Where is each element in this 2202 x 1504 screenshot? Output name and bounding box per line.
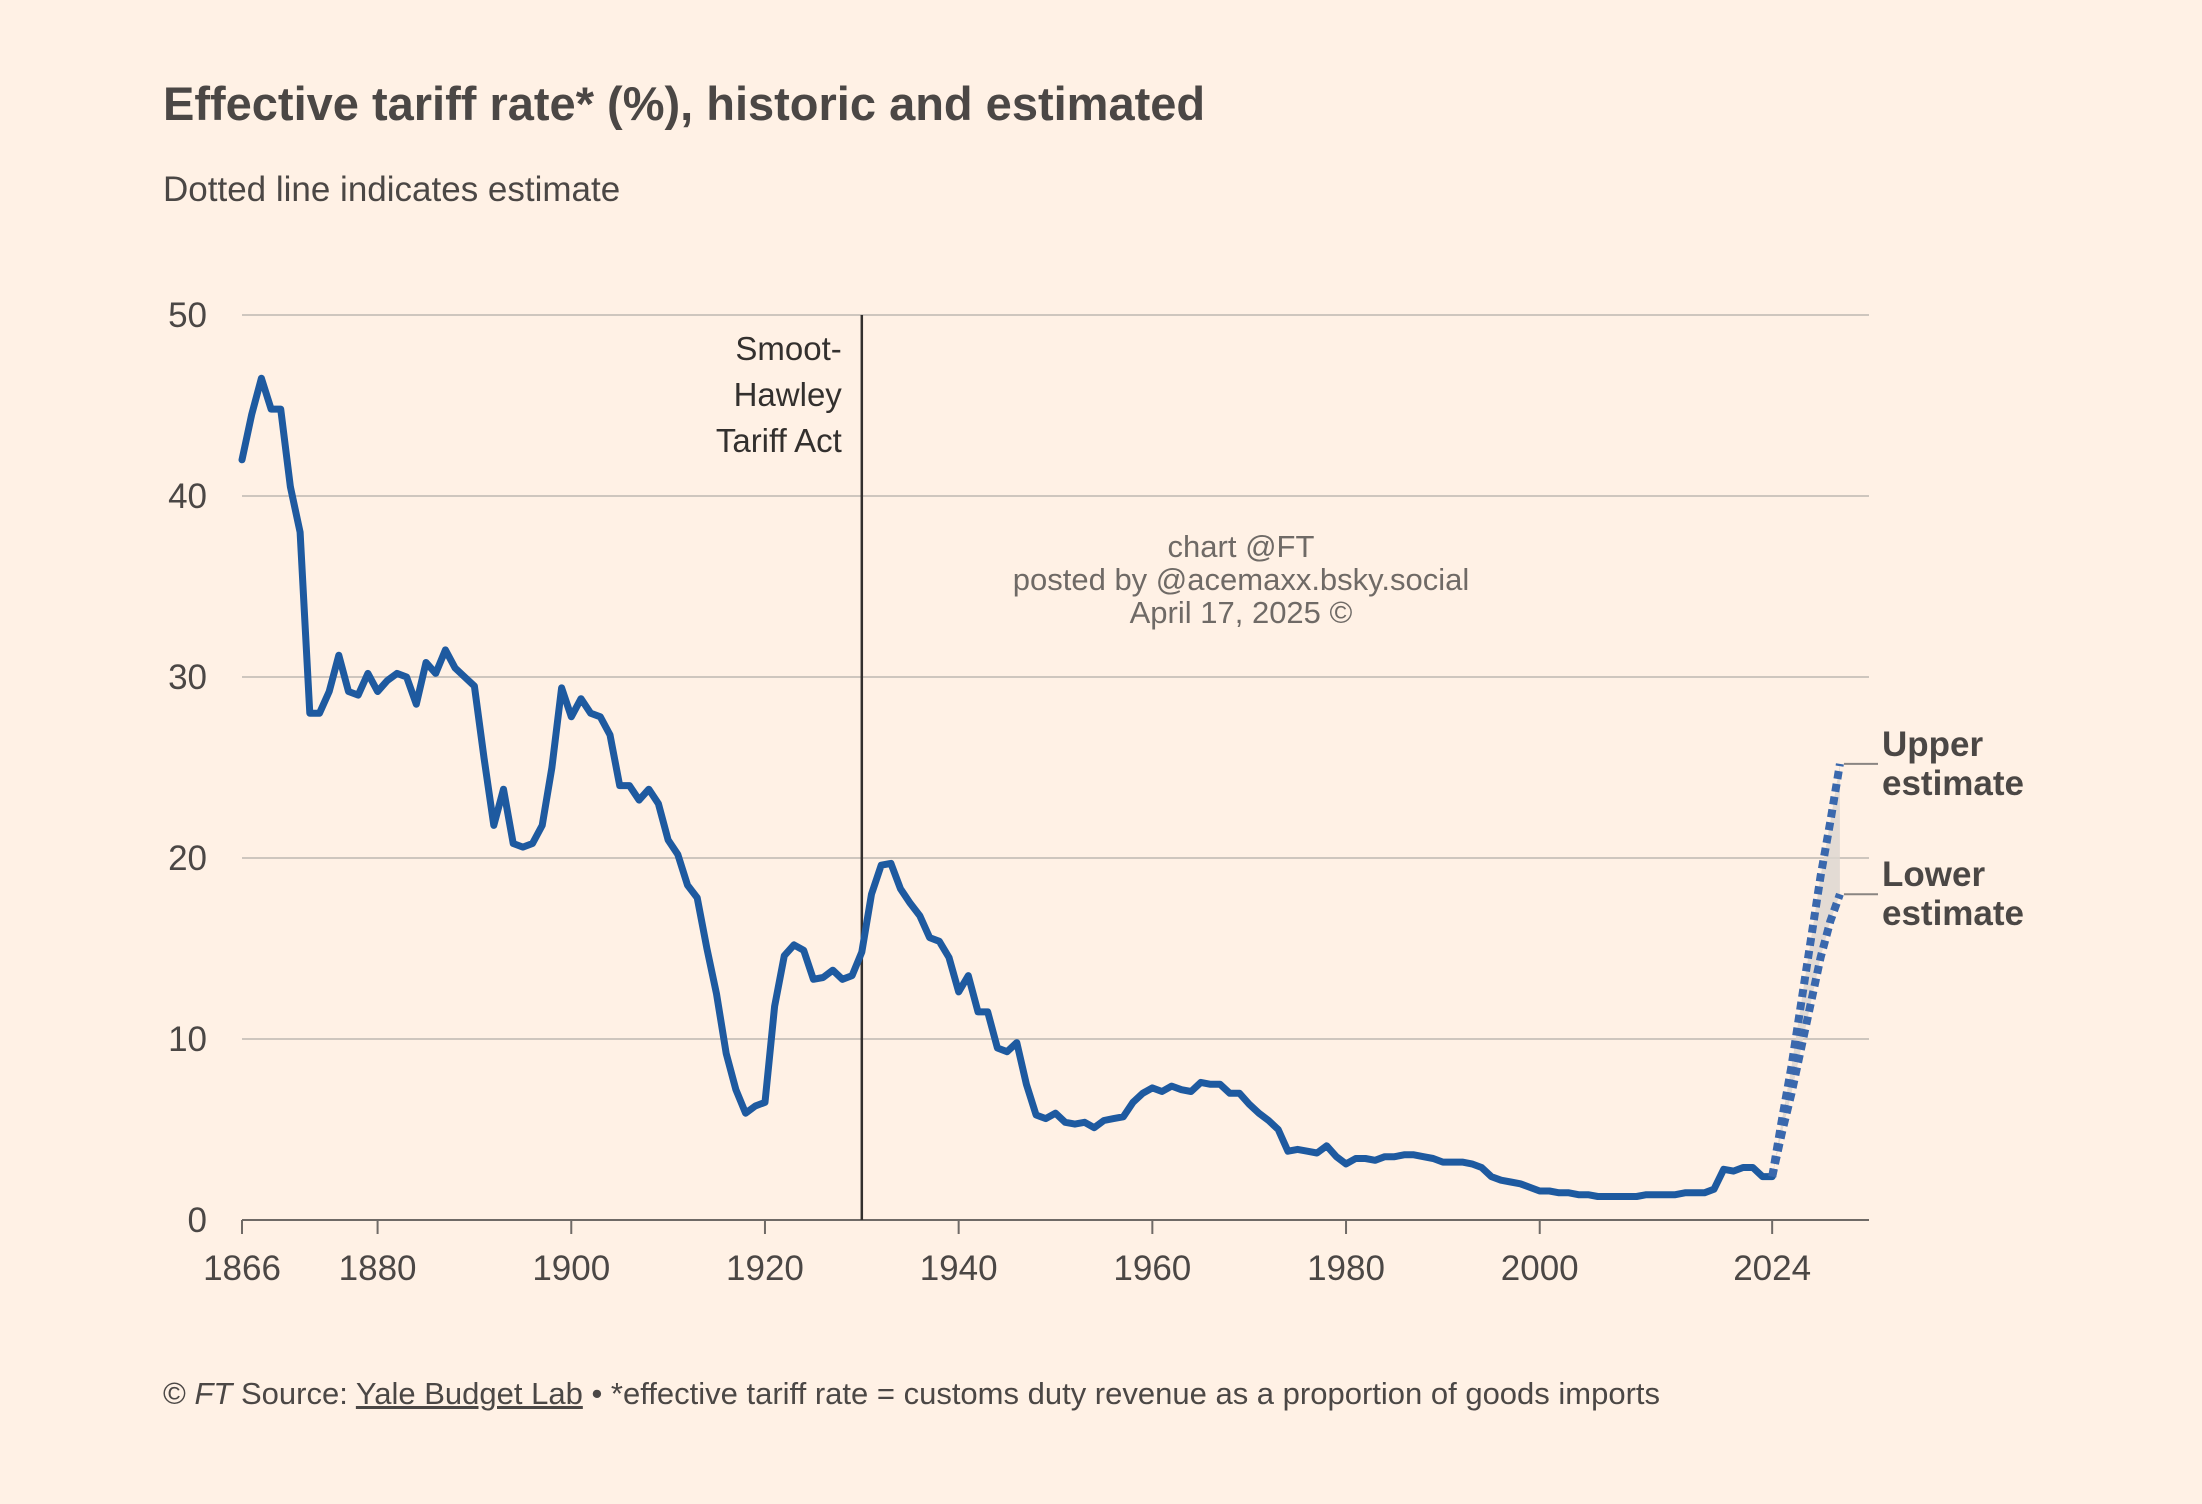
watermark: chart @FT posted by @acemaxx.bsky.social… xyxy=(1013,530,1469,629)
watermark-line: posted by @acemaxx.bsky.social xyxy=(1012,562,1470,597)
event-label: Smoot- xyxy=(735,330,841,367)
y-tick-label: 50 xyxy=(168,296,207,335)
chart-title: Effective tariff rate* (%), historic and… xyxy=(163,77,1206,130)
x-tick-label: 2000 xyxy=(1501,1249,1579,1288)
x-tick-label: 1940 xyxy=(920,1249,998,1288)
series-group xyxy=(238,374,1844,1200)
upper-estimate-label: estimate xyxy=(1882,764,2024,803)
x-tick-label: 1866 xyxy=(203,1249,281,1288)
event-label: Tariff Act xyxy=(716,422,842,459)
y-axis-ticks: 0 10 20 30 40 50 xyxy=(168,296,207,1240)
event-line-group: Smoot- Hawley Tariff Act xyxy=(716,315,864,1220)
footnote: • *effective tariff rate = customs duty … xyxy=(591,1376,1661,1411)
x-axis: 1866 1880 1900 1920 1940 1960 1980 2000 2024 xyxy=(203,1220,1811,1288)
x-tick-label: 1960 xyxy=(1113,1249,1191,1288)
x-tick-label: 1980 xyxy=(1307,1249,1385,1288)
estimate-line-1 xyxy=(1768,763,1844,1178)
x-tick-label: 1920 xyxy=(726,1249,804,1288)
lower-estimate-label: Lower xyxy=(1882,855,1985,894)
source-note: © FT Source: Yale Budget Lab • *effectiv… xyxy=(163,1376,1660,1412)
y-tick-label: 0 xyxy=(188,1201,207,1240)
source-link[interactable]: Yale Budget Lab xyxy=(355,1376,583,1411)
gridlines xyxy=(242,314,1869,1221)
x-tick-label: 1880 xyxy=(339,1249,417,1288)
source-prefix: Source: xyxy=(240,1376,348,1411)
y-tick-label: 40 xyxy=(168,477,207,516)
y-tick-label: 20 xyxy=(168,839,207,878)
chart-subtitle: Dotted line indicates estimate xyxy=(163,170,621,209)
historic-line xyxy=(238,374,1776,1200)
watermark-line: chart @FT xyxy=(1167,529,1315,564)
copyright-mark: © xyxy=(163,1376,186,1411)
x-tick-label: 1900 xyxy=(532,1249,610,1288)
upper-estimate-label: Upper xyxy=(1882,725,1984,764)
y-tick-label: 30 xyxy=(168,658,207,697)
event-label: Hawley xyxy=(734,376,843,413)
y-tick-label: 10 xyxy=(168,1020,207,1059)
watermark-line: April 17, 2025 © xyxy=(1129,595,1353,630)
estimate-line-2 xyxy=(1768,892,1844,1178)
x-tick-label: 2024 xyxy=(1733,1249,1811,1288)
lower-estimate-label: estimate xyxy=(1882,894,2024,933)
ft-brand: FT xyxy=(194,1376,233,1411)
